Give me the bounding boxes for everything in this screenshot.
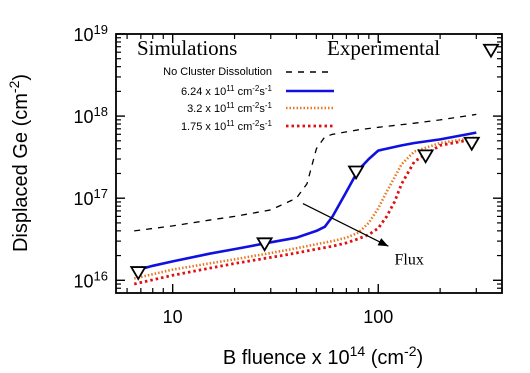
legend-label-series-3-2: 3.2 x 1011 cm-2s-1	[187, 101, 272, 116]
legend-label-series-1-75: 1.75 x 1011 cm-2s-1	[181, 119, 273, 134]
x-tick-label-1: 100	[363, 307, 393, 327]
flux-arrow-head	[377, 238, 389, 247]
experimental-point-1	[256, 237, 274, 252]
y-axis-label: Displaced Ge (cm-2)	[6, 74, 32, 252]
x-axis-label: B fluence x 1014 (cm-2)	[223, 343, 423, 369]
flux-arrow-line	[302, 202, 389, 247]
y-tick-label-2: 1018	[74, 104, 109, 128]
experimental-point-4	[463, 136, 481, 152]
series-line-1	[133, 131, 477, 273]
data-layer	[129, 113, 481, 286]
x-tick-label-0: 10	[163, 307, 183, 327]
experimental-point-0	[129, 266, 147, 281]
flux-label: Flux	[395, 252, 424, 269]
experimental-point-2	[347, 165, 365, 181]
legend: Simulations Experimental No Cluster Diss…	[137, 36, 500, 134]
x-ticks: 10 100	[126, 34, 477, 327]
y-tick-label-0: 1016	[74, 268, 109, 292]
y-tick-label-1: 1017	[74, 186, 109, 210]
legend-label-series-6-24: 6.24 x 1011 cm-2s-1	[181, 84, 273, 99]
legend-header-simulations: Simulations	[137, 36, 237, 60]
legend-header-experimental: Experimental	[327, 36, 440, 60]
legend-label-no-cluster: No Cluster Dissolution	[163, 66, 272, 78]
y-tick-label-3: 1019	[74, 22, 109, 46]
series-line-3	[133, 137, 477, 286]
flux-annotation: Flux	[302, 202, 424, 269]
y-ticks: 1016 1017 1018 1019	[74, 22, 502, 292]
plot-frame	[115, 33, 503, 294]
legend-experimental-marker	[482, 43, 500, 59]
legend-triangle-marker	[482, 43, 500, 59]
series-line-0	[134, 113, 477, 232]
experimental-point-3	[417, 149, 435, 165]
